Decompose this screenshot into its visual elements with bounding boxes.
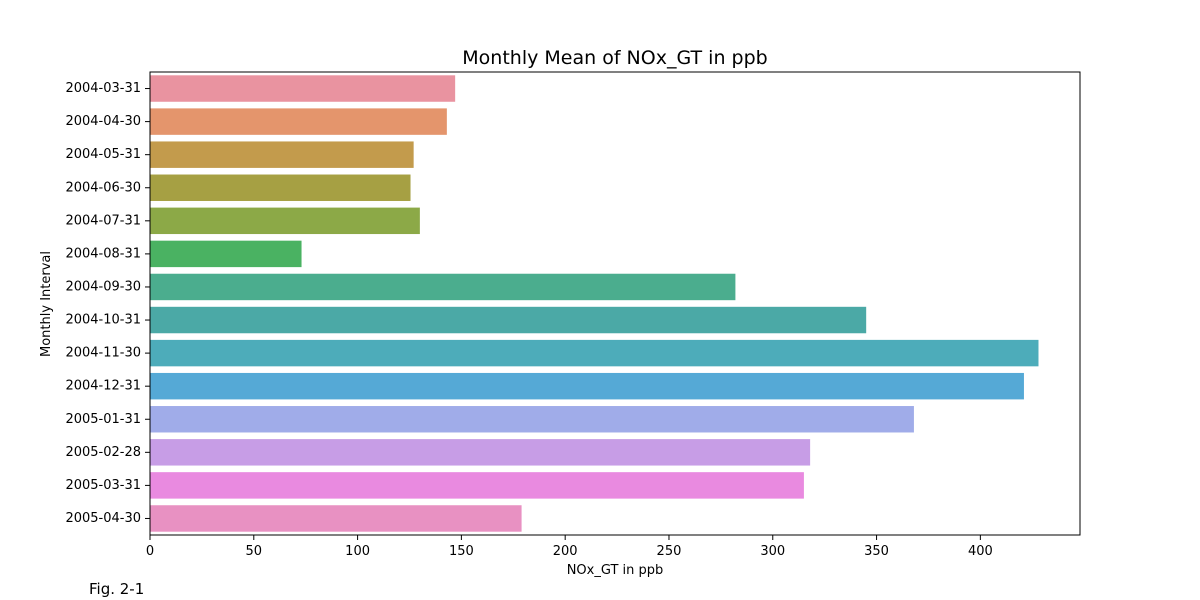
x-tick-label: 250 [657, 544, 682, 559]
bar-2004-03-31 [150, 75, 456, 102]
y-tick-label: 2005-02-28 [65, 445, 141, 460]
y-tick-label: 2004-11-30 [65, 346, 141, 361]
bar-2004-08-31 [150, 240, 302, 268]
bar-2005-03-31 [150, 472, 804, 499]
bar-2005-04-30 [150, 505, 522, 532]
x-axis-ticks: 0 50 100 150 200 250 300 350 400 [146, 535, 993, 559]
y-tick-label: 2004-03-31 [65, 81, 141, 96]
y-tick-label: 2004-08-31 [65, 246, 141, 261]
bar-2004-04-30 [150, 108, 447, 135]
x-tick-label: 350 [864, 544, 889, 559]
plot-area-frame [149, 71, 1081, 536]
y-tick-label: 2004-09-30 [65, 279, 141, 294]
y-tick-label: 2004-06-30 [65, 180, 141, 195]
x-tick-label: 150 [449, 544, 474, 559]
figure-caption: Fig. 2-1 [89, 580, 144, 598]
x-tick-label: 50 [246, 544, 263, 559]
bar-2004-10-31 [150, 306, 867, 334]
x-tick-label: 300 [760, 544, 785, 559]
chart-title: Monthly Mean of NOx_GT in ppb [462, 47, 767, 69]
y-axis-label: Monthly Interval [39, 251, 54, 357]
y-tick-label: 2005-01-31 [65, 412, 141, 427]
y-tick-label: 2004-04-30 [65, 114, 141, 129]
bar-2004-05-31 [150, 141, 414, 168]
bar-2004-09-30 [150, 273, 736, 301]
y-tick-label: 2004-10-31 [65, 313, 141, 328]
y-tick-label: 2005-04-30 [65, 511, 141, 526]
bar-2005-02-28 [150, 439, 811, 466]
y-axis-ticks: 2004-03-31 2004-04-30 2004-05-31 2004-06-30… [65, 81, 150, 526]
y-tick-label: 2004-12-31 [65, 379, 141, 394]
bar-2004-12-31 [150, 372, 1024, 400]
x-axis-label: NOx_GT in ppb [567, 563, 664, 578]
x-tick-label: 0 [146, 544, 154, 559]
x-tick-label: 400 [968, 544, 993, 559]
x-tick-label: 100 [345, 544, 370, 559]
bar-2004-06-30 [150, 174, 411, 201]
bar-2005-01-31 [150, 406, 914, 433]
bar-2004-07-31 [150, 207, 420, 235]
bars-layer [150, 75, 1039, 532]
y-tick-label: 2004-07-31 [65, 213, 141, 228]
bar-2004-11-30 [150, 339, 1039, 367]
x-tick-label: 200 [553, 544, 578, 559]
y-tick-label: 2004-05-31 [65, 147, 141, 162]
y-tick-label: 2005-03-31 [65, 478, 141, 493]
